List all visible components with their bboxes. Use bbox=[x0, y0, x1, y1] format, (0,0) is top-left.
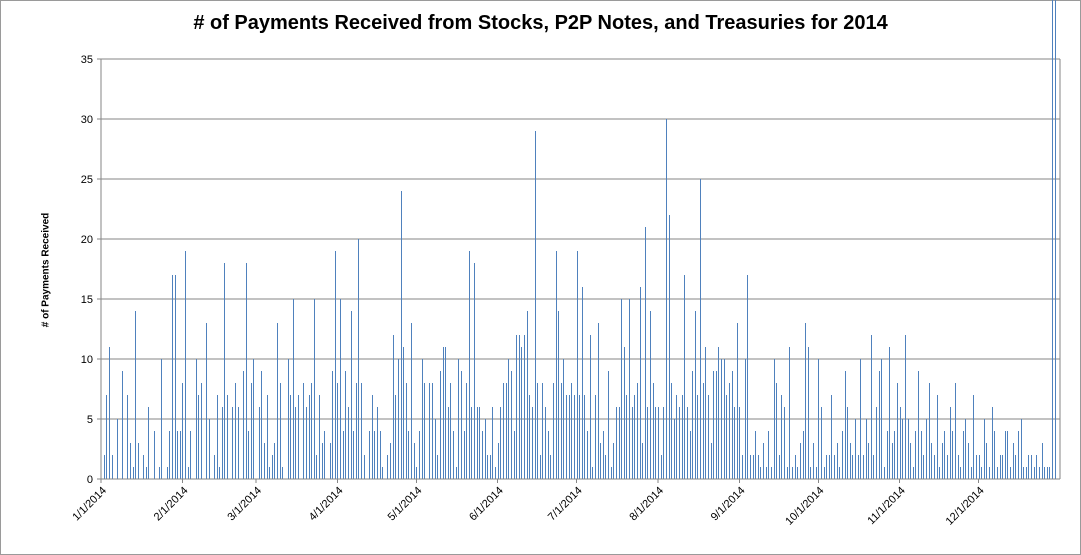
x-tick-label: 12/1/2014 bbox=[944, 485, 987, 528]
x-tick-label: 3/1/2014 bbox=[225, 485, 264, 524]
x-tick-label: 7/1/2014 bbox=[546, 485, 585, 524]
bars bbox=[104, 0, 1056, 479]
x-tick-label: 4/1/2014 bbox=[307, 485, 346, 524]
chart-title: # of Payments Received from Stocks, P2P … bbox=[193, 12, 888, 34]
x-tick-label: 1/1/2014 bbox=[70, 485, 109, 524]
y-tick-label: 15 bbox=[81, 294, 93, 306]
x-tick-labels: 1/1/2014 2/1/2014 3/1/2014 4/1/2014 5/1/2014… bbox=[70, 485, 986, 528]
y-tick-labels: 0 5 10 15 20 25 30 35 bbox=[81, 54, 93, 486]
y-tick-label: 30 bbox=[81, 114, 93, 126]
x-tick-label: 10/1/2014 bbox=[783, 485, 826, 528]
y-tick-label: 20 bbox=[81, 234, 93, 246]
x-tick-label: 2/1/2014 bbox=[152, 485, 191, 524]
y-tick-label: 0 bbox=[87, 474, 93, 486]
x-tick-label: 11/1/2014 bbox=[865, 485, 908, 528]
x-tick-label: 6/1/2014 bbox=[467, 485, 506, 524]
y-tick-label: 25 bbox=[81, 174, 93, 186]
gridlines bbox=[101, 58, 1060, 480]
x-tick-label: 5/1/2014 bbox=[386, 485, 425, 524]
x-tick-label: 8/1/2014 bbox=[627, 485, 666, 524]
y-tick-label: 5 bbox=[87, 414, 93, 426]
x-tick-label: 9/1/2014 bbox=[709, 485, 748, 524]
y-tick-label: 10 bbox=[81, 354, 93, 366]
axes bbox=[97, 58, 1061, 483]
y-tick-label: 35 bbox=[81, 54, 93, 66]
